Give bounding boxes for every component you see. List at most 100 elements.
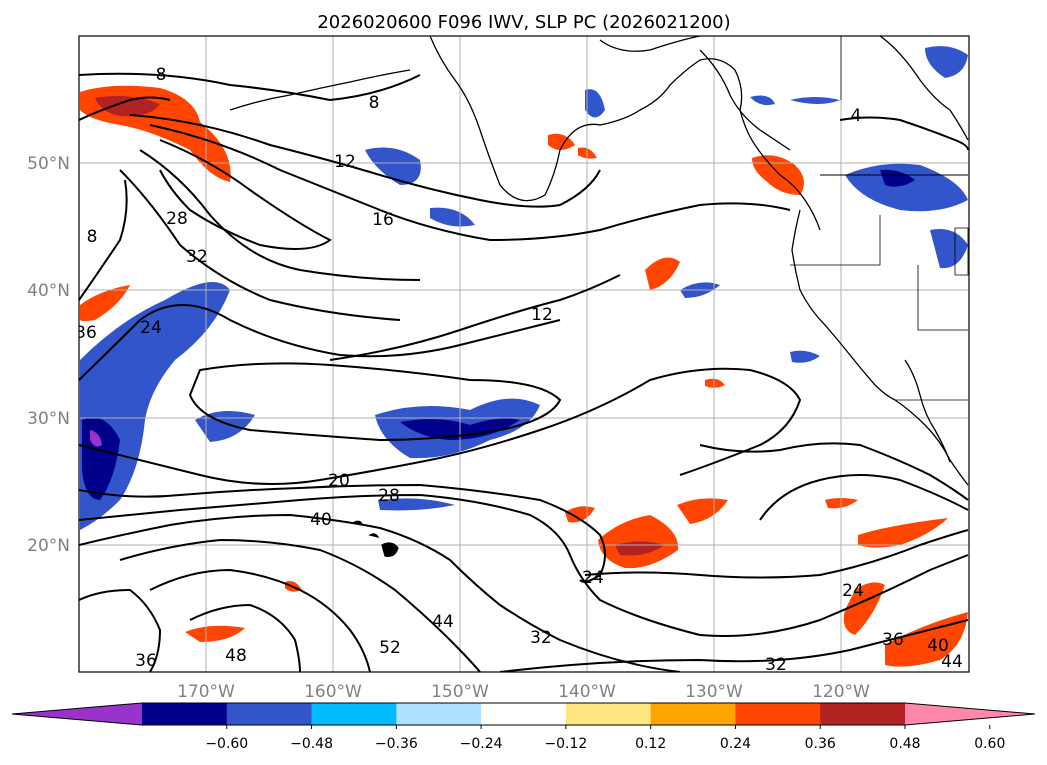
contour-8-west [79, 96, 171, 121]
contour-label: 28 [166, 209, 188, 229]
anomaly-negative-ne-4 [790, 97, 840, 104]
baja-coast [904, 359, 951, 463]
contour-loop [188, 362, 562, 442]
anomaly-negative-hawaii [378, 498, 455, 511]
contour-36 [79, 179, 128, 301]
colorbar-tick-label: 0.36 [805, 736, 836, 752]
coastlines [229, 36, 969, 557]
map-content: 8 8 8 12 16 28 32 36 24 12 20 28 40 24 3… [75, 36, 969, 675]
anomaly-negative-north-3 [585, 89, 605, 118]
contour-label: 20 [328, 471, 350, 491]
colorbar-segment [142, 703, 228, 725]
anomaly-positive-pnw-coast [752, 155, 804, 195]
anomaly-positive-south-10 [705, 378, 725, 388]
contour-20 [79, 483, 606, 583]
colorbar-segment [735, 703, 821, 725]
lon-label: 170°W [177, 682, 235, 702]
us-state-border-1 [790, 215, 881, 266]
contour-inner-1 [159, 139, 332, 250]
contour-label: 52 [379, 638, 401, 658]
anomaly-negative-ne-1 [845, 163, 968, 212]
contour-8-north [79, 72, 421, 102]
latitude-labels: 50°N 40°N 30°N 20°N [27, 154, 70, 556]
lat-label: 30°N [27, 409, 70, 429]
contour-label: 40 [927, 636, 949, 656]
anomaly-negative-south-1 [790, 350, 820, 363]
colorbar-tick-label: −0.36 [375, 736, 418, 752]
anomaly-positive-south-5 [858, 518, 948, 548]
anomaly-negative-ne-3 [750, 95, 775, 106]
anomaly-negative-north-1 [365, 147, 421, 185]
contour-28-south [79, 493, 969, 637]
contour-28 [139, 149, 421, 281]
alaska-peninsula [599, 36, 701, 52]
longitude-labels: 170°W 160°W 150°W 140°W 130°W 120°W [177, 682, 870, 702]
colorbar-segment [311, 703, 397, 725]
colorbar-outline [11, 702, 1036, 726]
contour-label: 24 [842, 581, 864, 601]
contour-label: 12 [334, 152, 356, 172]
contour-south-1 [79, 367, 802, 485]
colorbar: −0.60 −0.48 −0.36 −0.24 −0.12 0.12 0.24 0.36 0.4… [11, 702, 1036, 752]
colorbar-segment [396, 703, 482, 725]
contour-label: 8 [156, 65, 167, 85]
colorbar-segment [820, 703, 906, 725]
colorbar-tick-label: −0.48 [290, 736, 333, 752]
colorbar-extend-min [12, 703, 142, 725]
contour-12-central [329, 274, 621, 361]
colorbar-segment [481, 703, 567, 725]
contour-label: 24 [582, 568, 604, 588]
contour-label: 36 [75, 323, 97, 343]
contour-label: 4 [851, 106, 862, 126]
contour-label: 36 [882, 630, 904, 650]
map-title: 2026020600 F096 IWV, SLP PC (2026021200) [317, 12, 730, 33]
colorbar-tick-label: 0.12 [635, 736, 666, 752]
contour-label: 44 [432, 612, 454, 632]
contour-labels: 8 8 8 12 16 28 32 36 24 12 20 28 40 24 3… [75, 65, 963, 675]
british-columbia-coast [699, 49, 791, 151]
slp-contours [79, 72, 969, 672]
contour-24 [79, 304, 561, 381]
contour-32-south [499, 619, 969, 672]
contour-36-southwest [79, 588, 162, 672]
alaska-coast [429, 36, 821, 231]
contour-label: 32 [186, 247, 208, 267]
contour-44 [119, 538, 481, 672]
colorbar-tick-label: 0.48 [889, 736, 920, 752]
colorbar-segment [226, 703, 313, 725]
contour-label: 12 [531, 305, 553, 325]
lon-label: 150°W [431, 682, 489, 702]
contour-label: 32 [765, 655, 787, 675]
anomaly-positive-northwest-core [95, 96, 160, 117]
lat-label: 50°N [27, 154, 70, 174]
hawaii-maui [368, 533, 380, 539]
contour-label: 32 [530, 628, 552, 648]
lat-label: 20°N [27, 536, 70, 556]
alaska-east [879, 36, 969, 141]
us-state-border-3 [954, 227, 969, 276]
contour-16 [149, 124, 791, 242]
anomaly-positive-central-1 [645, 257, 680, 290]
colorbar-tick-label: −0.24 [460, 736, 503, 752]
us-west-coast [791, 209, 969, 486]
us-state-border-2 [917, 265, 968, 331]
contour-label: 24 [140, 318, 162, 338]
colorbar-tick-label: −0.60 [205, 736, 248, 752]
aleutian-chain [229, 69, 411, 111]
lon-label: 130°W [685, 682, 743, 702]
lon-label: 120°W [812, 682, 870, 702]
anomaly-positive-west-1 [80, 285, 130, 321]
contour-label: 44 [941, 652, 963, 672]
contour-52 [189, 603, 301, 672]
anomaly-positive-south-3 [677, 498, 728, 524]
anomaly-negative-ne-2 [925, 46, 968, 78]
contour-24-south [584, 529, 969, 579]
iwv-shading [80, 46, 968, 667]
contour-label: 48 [225, 646, 247, 666]
anomaly-negative-east-band [195, 411, 255, 442]
anomaly-negative-west-band [80, 282, 230, 530]
colorbar-segment [650, 703, 736, 725]
anomaly-negative-ne-core [880, 169, 915, 187]
contour-label: 8 [87, 227, 98, 247]
